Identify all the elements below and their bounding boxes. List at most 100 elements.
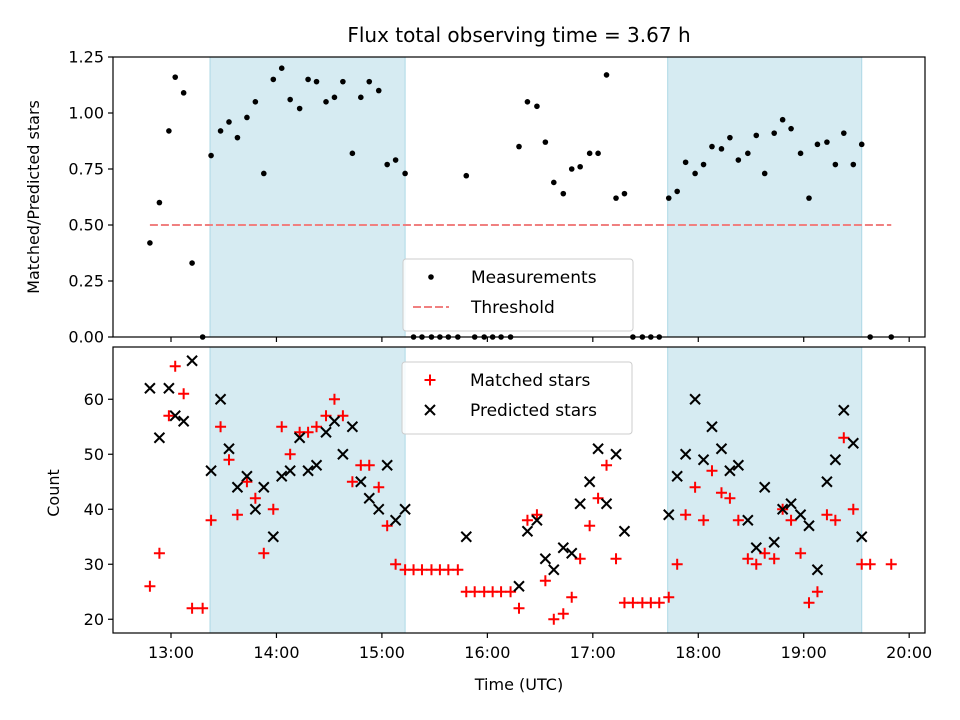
measurement-point [745,150,751,157]
measurement-point [761,170,768,177]
matched-star-marker [566,591,578,603]
predicted-star-marker [548,564,560,576]
matched-star-marker [742,553,754,565]
predicted-star-marker [186,355,198,367]
predicted-star-marker [697,454,710,466]
predicted-star-marker [169,410,181,422]
matched-star-marker [663,591,675,603]
predicted-star-marker [742,514,754,526]
measurement-point [771,130,777,136]
measurement-point [832,161,839,168]
bottom-x-tick-label: 18:00 [675,643,721,662]
predicted-star-marker [600,498,613,510]
matched-star-marker [653,597,665,609]
predicted-star-marker [355,476,367,488]
matched-star-marker [284,448,296,460]
bottom-legend-label: Matched stars [470,371,590,391]
matched-star-marker [627,597,639,609]
matched-star-marker [829,514,841,526]
matched-star-marker [495,586,507,598]
predicted-star-marker [768,536,780,548]
matched-star-marker [311,421,323,433]
matched-star-marker [337,410,349,422]
matched-star-marker [885,558,897,570]
predicted-star-marker [346,421,359,433]
bottom-x-tick-label: 17:00 [570,643,616,662]
matched-star-marker [276,421,288,433]
matched-star-marker [452,564,464,576]
matched-star-marker [821,509,833,521]
predicted-star-marker [310,459,323,471]
top-legend-box [402,258,634,332]
measurement-point [296,105,303,112]
predicted-star-marker [258,481,270,493]
matched-star-marker [320,410,332,422]
measurement-point [735,157,742,163]
top-y-tick-label: 0.00 [68,328,104,347]
measurement-point [753,132,760,139]
measurement-point [779,116,786,123]
top-shaded-window-2 [667,56,863,338]
matched-star-marker [373,481,385,493]
matched-star-marker [186,602,198,614]
predicted-star-marker [460,531,472,543]
measurement-point [542,139,549,145]
predicted-star-marker [706,421,718,433]
predicted-star-marker [399,503,411,515]
predicted-star-marker [750,542,762,554]
measurement-point [692,170,698,177]
top-legend-label: Measurements [471,268,597,288]
predicted-star-marker [373,503,385,515]
measurement-point [180,90,187,96]
predicted-star-marker [163,382,175,394]
predicted-star-marker [583,476,596,488]
measurement-point [682,159,689,166]
bottom-y-tick-label: 50 [84,445,104,464]
measurement-point [709,143,715,150]
bottom-panel: 20 30 40 50 60 13:00 14:00 15:00 16:00 17:00 18:00… [84,346,932,662]
top-y-tick-label: 0.75 [68,160,104,179]
matched-star-marker [759,547,771,559]
measurement-point [551,179,557,186]
predicted-star-marker [856,531,868,543]
measurement-point [603,72,610,78]
measurement-point [850,161,857,168]
measurement-point [613,195,619,201]
measurement-point [226,119,232,125]
predicted-star-marker [284,465,296,477]
measurement-point [252,99,259,105]
matched-star-marker [442,564,454,576]
matched-star-marker [795,547,807,559]
top-y-axis-label: Matched/Predicted stars [24,100,43,294]
measurement-point [858,141,865,148]
matched-star-marker [601,459,613,471]
predicted-star-marker [363,492,375,504]
bottom-y-tick-label: 20 [84,610,104,629]
measurement-point [402,170,408,177]
matched-star-marker [574,553,586,565]
matched-star-marker [302,426,314,438]
predicted-star-marker [759,481,771,493]
predicted-star-marker [205,465,217,477]
measurement-point [375,87,382,94]
predicted-star-marker [821,476,833,488]
bottom-y-tick-label: 30 [84,555,104,574]
matched-star-marker [584,520,596,532]
matched-star-marker [144,580,156,592]
predicted-star-marker [838,404,850,416]
measurement-point [172,74,179,80]
matched-star-marker [231,509,243,521]
bottom-legend-box [401,361,633,435]
matched-star-marker [205,514,217,526]
matched-star-marker [178,388,190,400]
bottom-marks [144,355,897,625]
measurement-point [313,78,320,85]
bottom-y-axis-label: Count [44,469,63,517]
predicted-star-marker [732,459,745,471]
predicted-star-marker [847,437,859,449]
top-shaded-window-1 [209,56,406,338]
predicted-star-marker [715,443,728,455]
predicted-star-marker [566,547,578,559]
measurement-point [270,76,277,83]
bottom-x-tick-label: 20:00 [886,643,932,662]
